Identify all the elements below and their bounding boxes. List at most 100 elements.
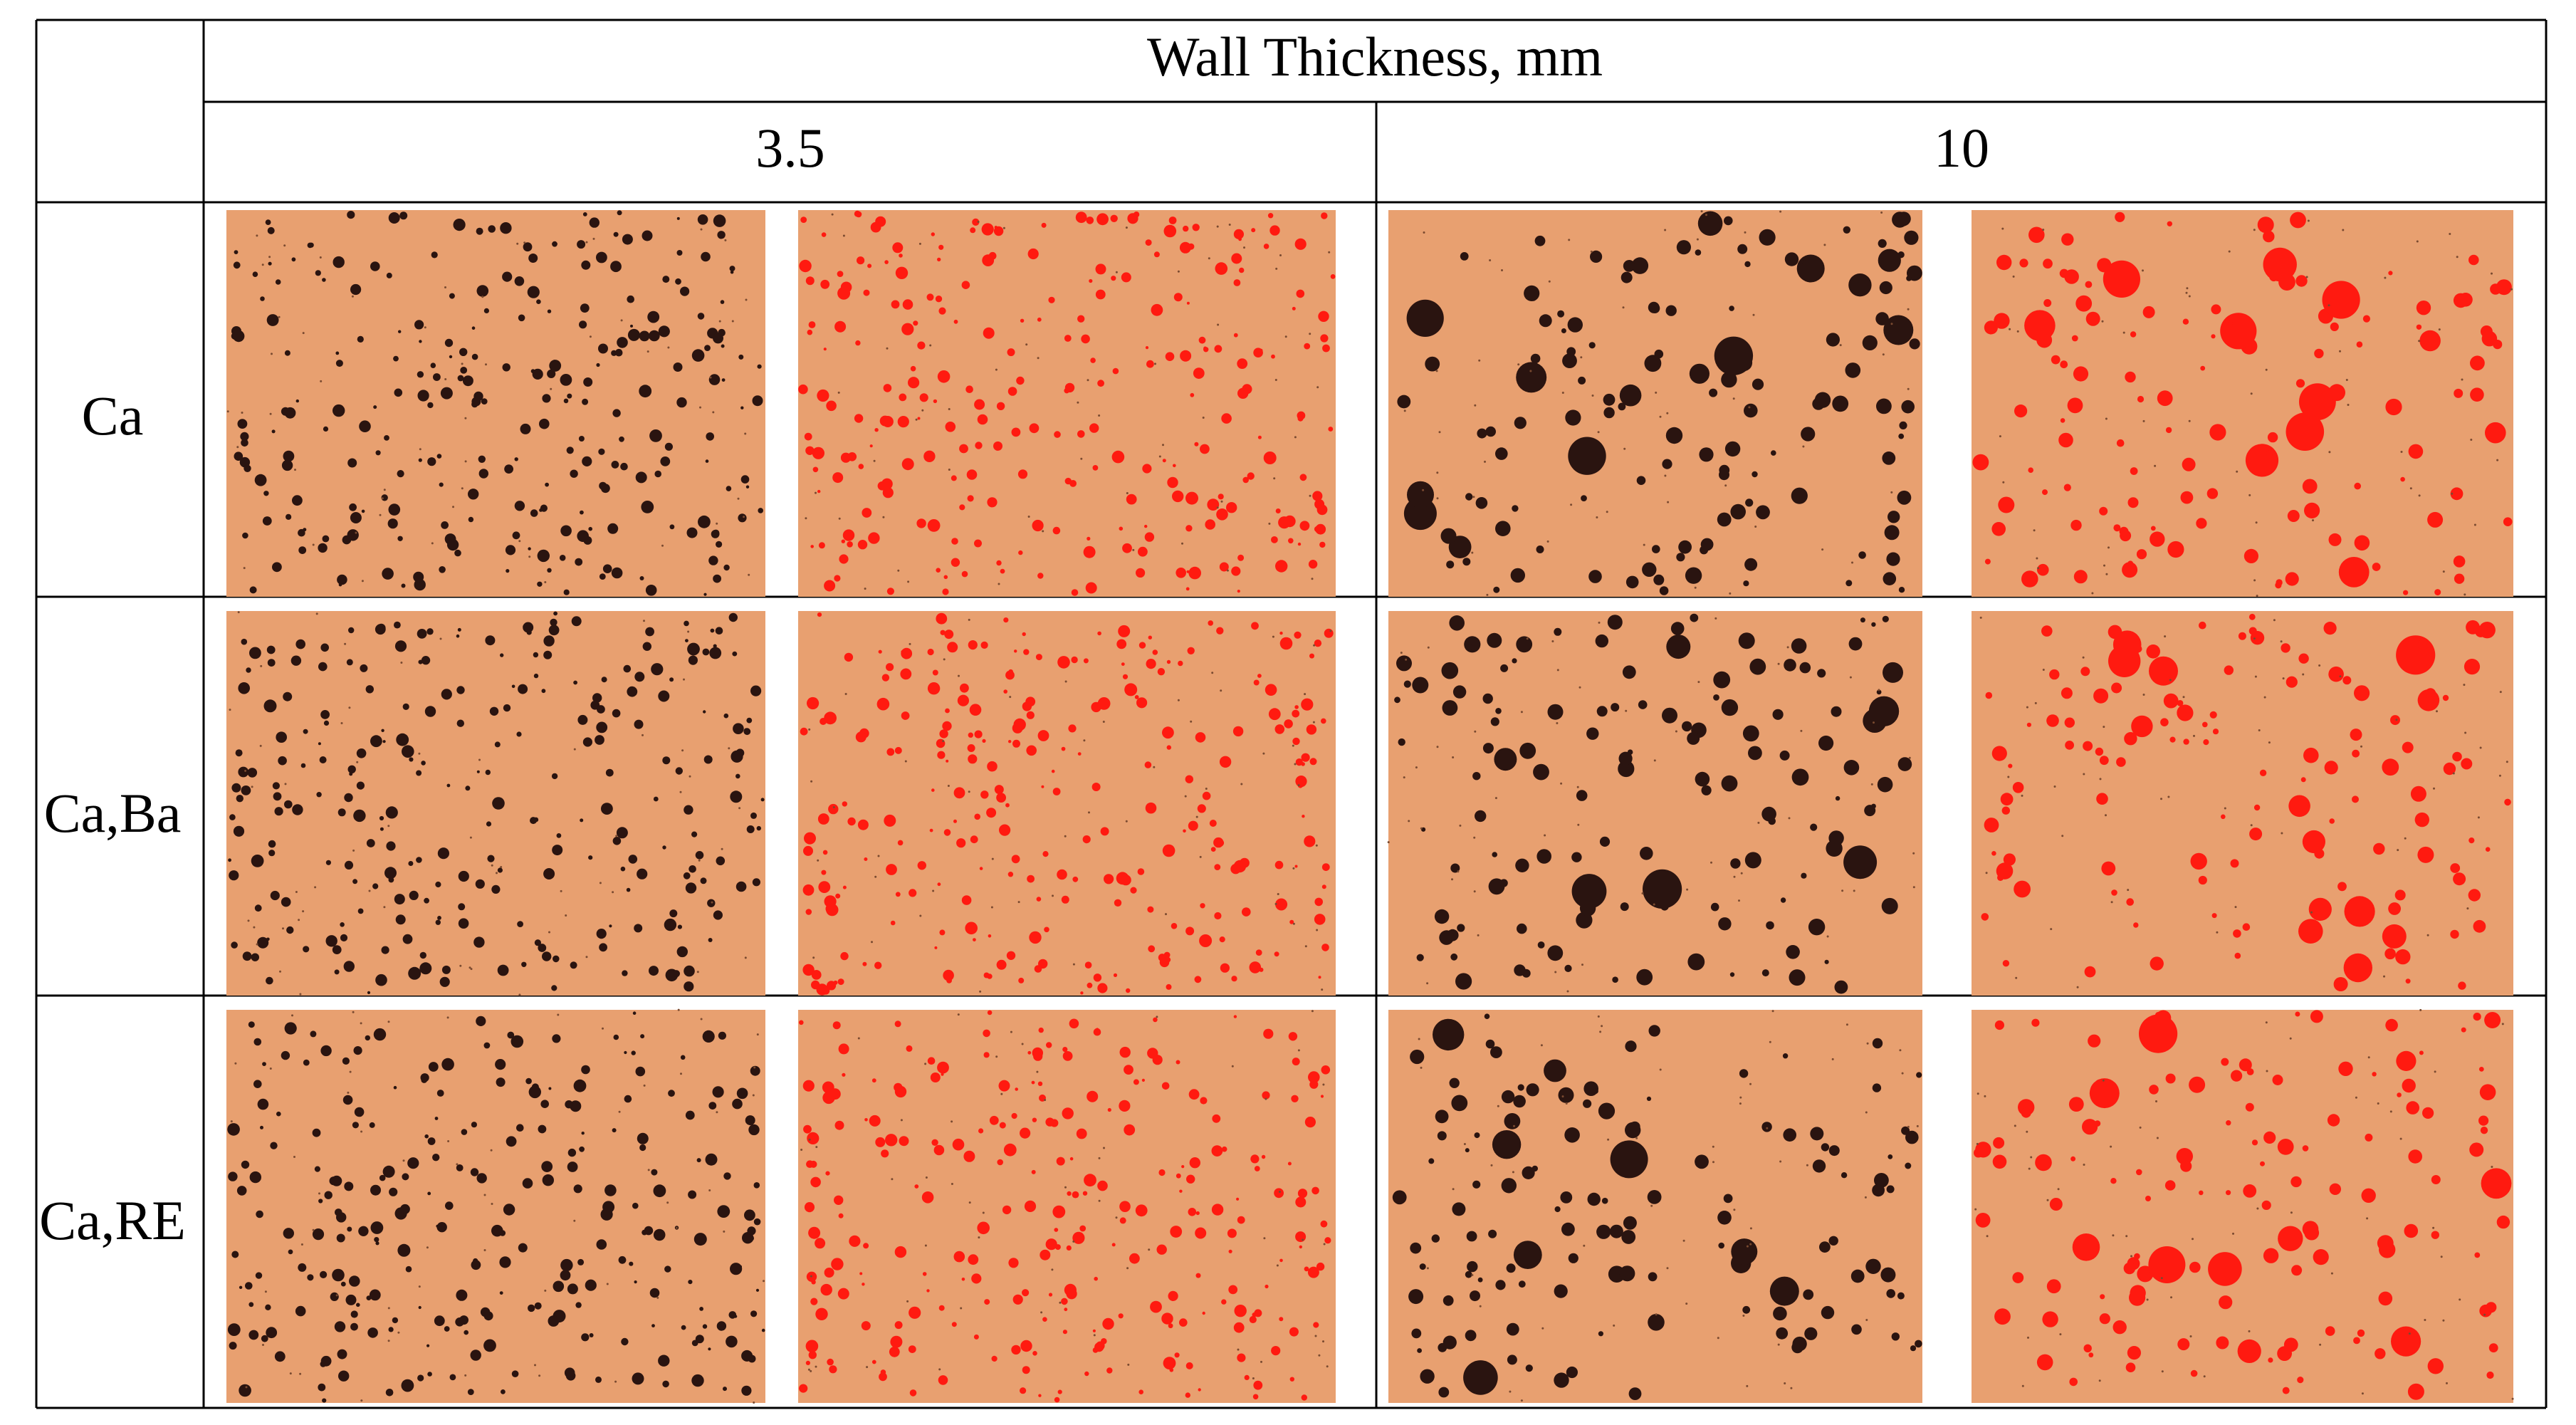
nodule: [550, 618, 557, 627]
nodule: [2242, 923, 2251, 931]
speck: [2050, 928, 2053, 931]
nodule: [2470, 355, 2485, 371]
nodule: [2416, 301, 2431, 315]
nodule: [2419, 330, 2441, 352]
nodule: [1168, 1323, 1173, 1329]
speck: [800, 1149, 803, 1151]
nodule: [857, 819, 869, 830]
nodule: [1216, 839, 1225, 847]
nodule: [1271, 536, 1278, 543]
speck: [2282, 677, 2285, 680]
nodule: [2263, 1248, 2279, 1263]
speck: [1769, 1040, 1771, 1043]
nodule: [2427, 1358, 2444, 1374]
nodule: [835, 893, 841, 899]
nodule: [1587, 1192, 1601, 1206]
nodule: [2127, 560, 2134, 567]
speck: [906, 1300, 909, 1303]
nodule: [350, 283, 362, 296]
nodule: [1162, 459, 1166, 463]
nodule: [1150, 1300, 1162, 1313]
nodule: [322, 535, 330, 543]
nodule: [723, 713, 729, 719]
nodule: [1743, 580, 1749, 587]
nodule: [407, 1157, 419, 1169]
nodule: [516, 731, 522, 737]
nodule: [1216, 627, 1224, 635]
speck: [262, 1344, 264, 1346]
nodule: [1314, 897, 1323, 907]
nodule: [2070, 519, 2082, 531]
nodule: [732, 651, 738, 657]
nodule: [1321, 944, 1329, 951]
nodule: [1516, 636, 1533, 653]
nodule: [353, 1046, 362, 1055]
nodule: [1013, 718, 1026, 731]
nodule: [251, 953, 259, 961]
nodule: [799, 1020, 804, 1025]
nodule: [2470, 387, 2484, 402]
speck: [951, 1120, 953, 1123]
nodule: [1623, 1216, 1637, 1230]
nodule: [1642, 562, 1657, 577]
speck: [518, 993, 521, 996]
nodule: [2203, 739, 2209, 746]
speck: [647, 1169, 650, 1171]
nodule: [909, 1389, 917, 1397]
nodule: [2116, 757, 2126, 767]
speck: [968, 618, 970, 621]
speck: [302, 332, 305, 335]
nodule: [2454, 573, 2465, 584]
nodule: [808, 1226, 821, 1239]
speck: [2459, 1298, 2461, 1301]
nodule: [324, 1191, 333, 1199]
speck: [2250, 392, 2253, 395]
nodule: [675, 767, 683, 775]
nodule: [1501, 1178, 1517, 1194]
nodule: [1179, 1318, 1188, 1327]
nodule: [283, 691, 293, 701]
speck: [356, 761, 359, 763]
nodule: [2001, 806, 2010, 815]
nodule: [2395, 949, 2411, 965]
nodule: [627, 686, 638, 697]
nodule: [1003, 689, 1007, 694]
nodule: [1450, 863, 1460, 873]
nodule: [730, 270, 734, 274]
nodule: [1752, 471, 1758, 478]
speck: [381, 497, 384, 500]
nodule: [1475, 497, 1488, 509]
speck: [810, 780, 813, 783]
speck: [998, 583, 1000, 585]
nodule: [746, 825, 755, 833]
nodule: [348, 627, 355, 634]
nodule: [1200, 1097, 1208, 1105]
nodule: [1087, 982, 1093, 988]
nodule: [1016, 376, 1025, 385]
nodule: [745, 1115, 755, 1126]
nodule: [708, 374, 721, 385]
speck: [351, 295, 354, 298]
speck: [1788, 817, 1791, 820]
nodule: [1077, 315, 1085, 323]
nodule: [1071, 589, 1079, 596]
nodule: [1744, 261, 1751, 268]
nodule: [921, 1191, 934, 1204]
speck: [873, 459, 876, 462]
nodule: [704, 345, 711, 351]
nodule: [2028, 226, 2045, 244]
nodule: [1207, 499, 1220, 511]
nodule: [266, 976, 273, 985]
nodule: [804, 1202, 815, 1213]
nodule: [553, 611, 557, 616]
nodule: [2119, 526, 2129, 536]
nodule: [454, 549, 461, 557]
nodule: [1625, 575, 1639, 589]
nodule: [2150, 526, 2156, 531]
nodule: [1018, 550, 1023, 555]
nodule: [616, 827, 628, 839]
nodule: [959, 444, 968, 454]
speck: [1237, 1348, 1240, 1351]
nodule: [530, 817, 537, 825]
nodule: [303, 729, 308, 734]
